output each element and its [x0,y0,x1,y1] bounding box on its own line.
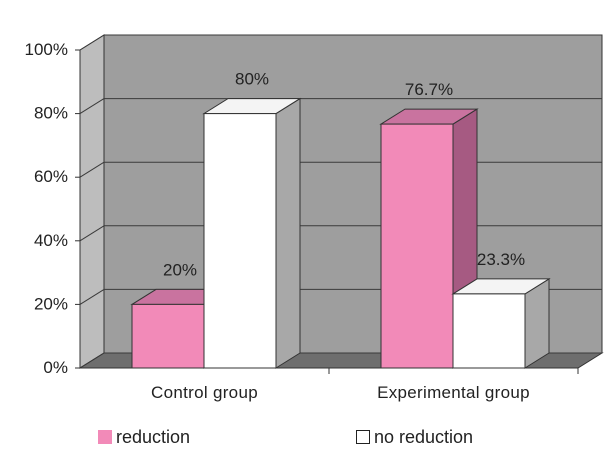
bar [452,293,526,369]
bar [131,303,205,369]
data-label: 20% [163,260,197,279]
chart-bars [130,97,551,369]
gridline-side [79,225,105,242]
legend-label-no-reduction: no reduction [374,426,474,447]
side-wall [79,34,105,369]
bar [203,113,277,369]
gridline-side [79,98,105,115]
data-labels: 20% 80% 76.7% 23.3% [163,70,525,280]
bar-side [275,97,301,369]
y-tick-label: 20% [34,294,68,313]
gridline-side [79,352,105,369]
legend-swatch-no-reduction [356,430,370,444]
chart-legend: reduction no reduction [98,426,568,448]
y-tick-label: 60% [34,167,68,186]
x-axis-categories: Control group Experimental group [80,367,579,402]
y-axis-ticks: 0% 20% 40% 60% 80% 100% [25,40,81,377]
y-tick-label: 80% [34,104,68,123]
data-label: 80% [235,70,269,89]
gridline-side [79,288,105,305]
legend-swatch-reduction [98,430,112,444]
legend-label-reduction: reduction [116,426,191,447]
gridline-side [79,34,105,51]
y-tick-label: 0% [43,358,68,377]
y-tick-label: 40% [34,231,68,250]
legend-item-no-reduction: no reduction [356,426,473,448]
x-category-label: Experimental group [377,383,530,402]
data-label: 23.3% [477,250,525,269]
data-label: 76.7% [405,80,453,99]
gridline-side [79,161,105,178]
bar-side [524,278,550,369]
legend-item-reduction: reduction [98,426,190,448]
bar [380,123,454,369]
x-category-label: Control group [151,383,258,402]
y-tick-label: 100% [25,40,68,59]
